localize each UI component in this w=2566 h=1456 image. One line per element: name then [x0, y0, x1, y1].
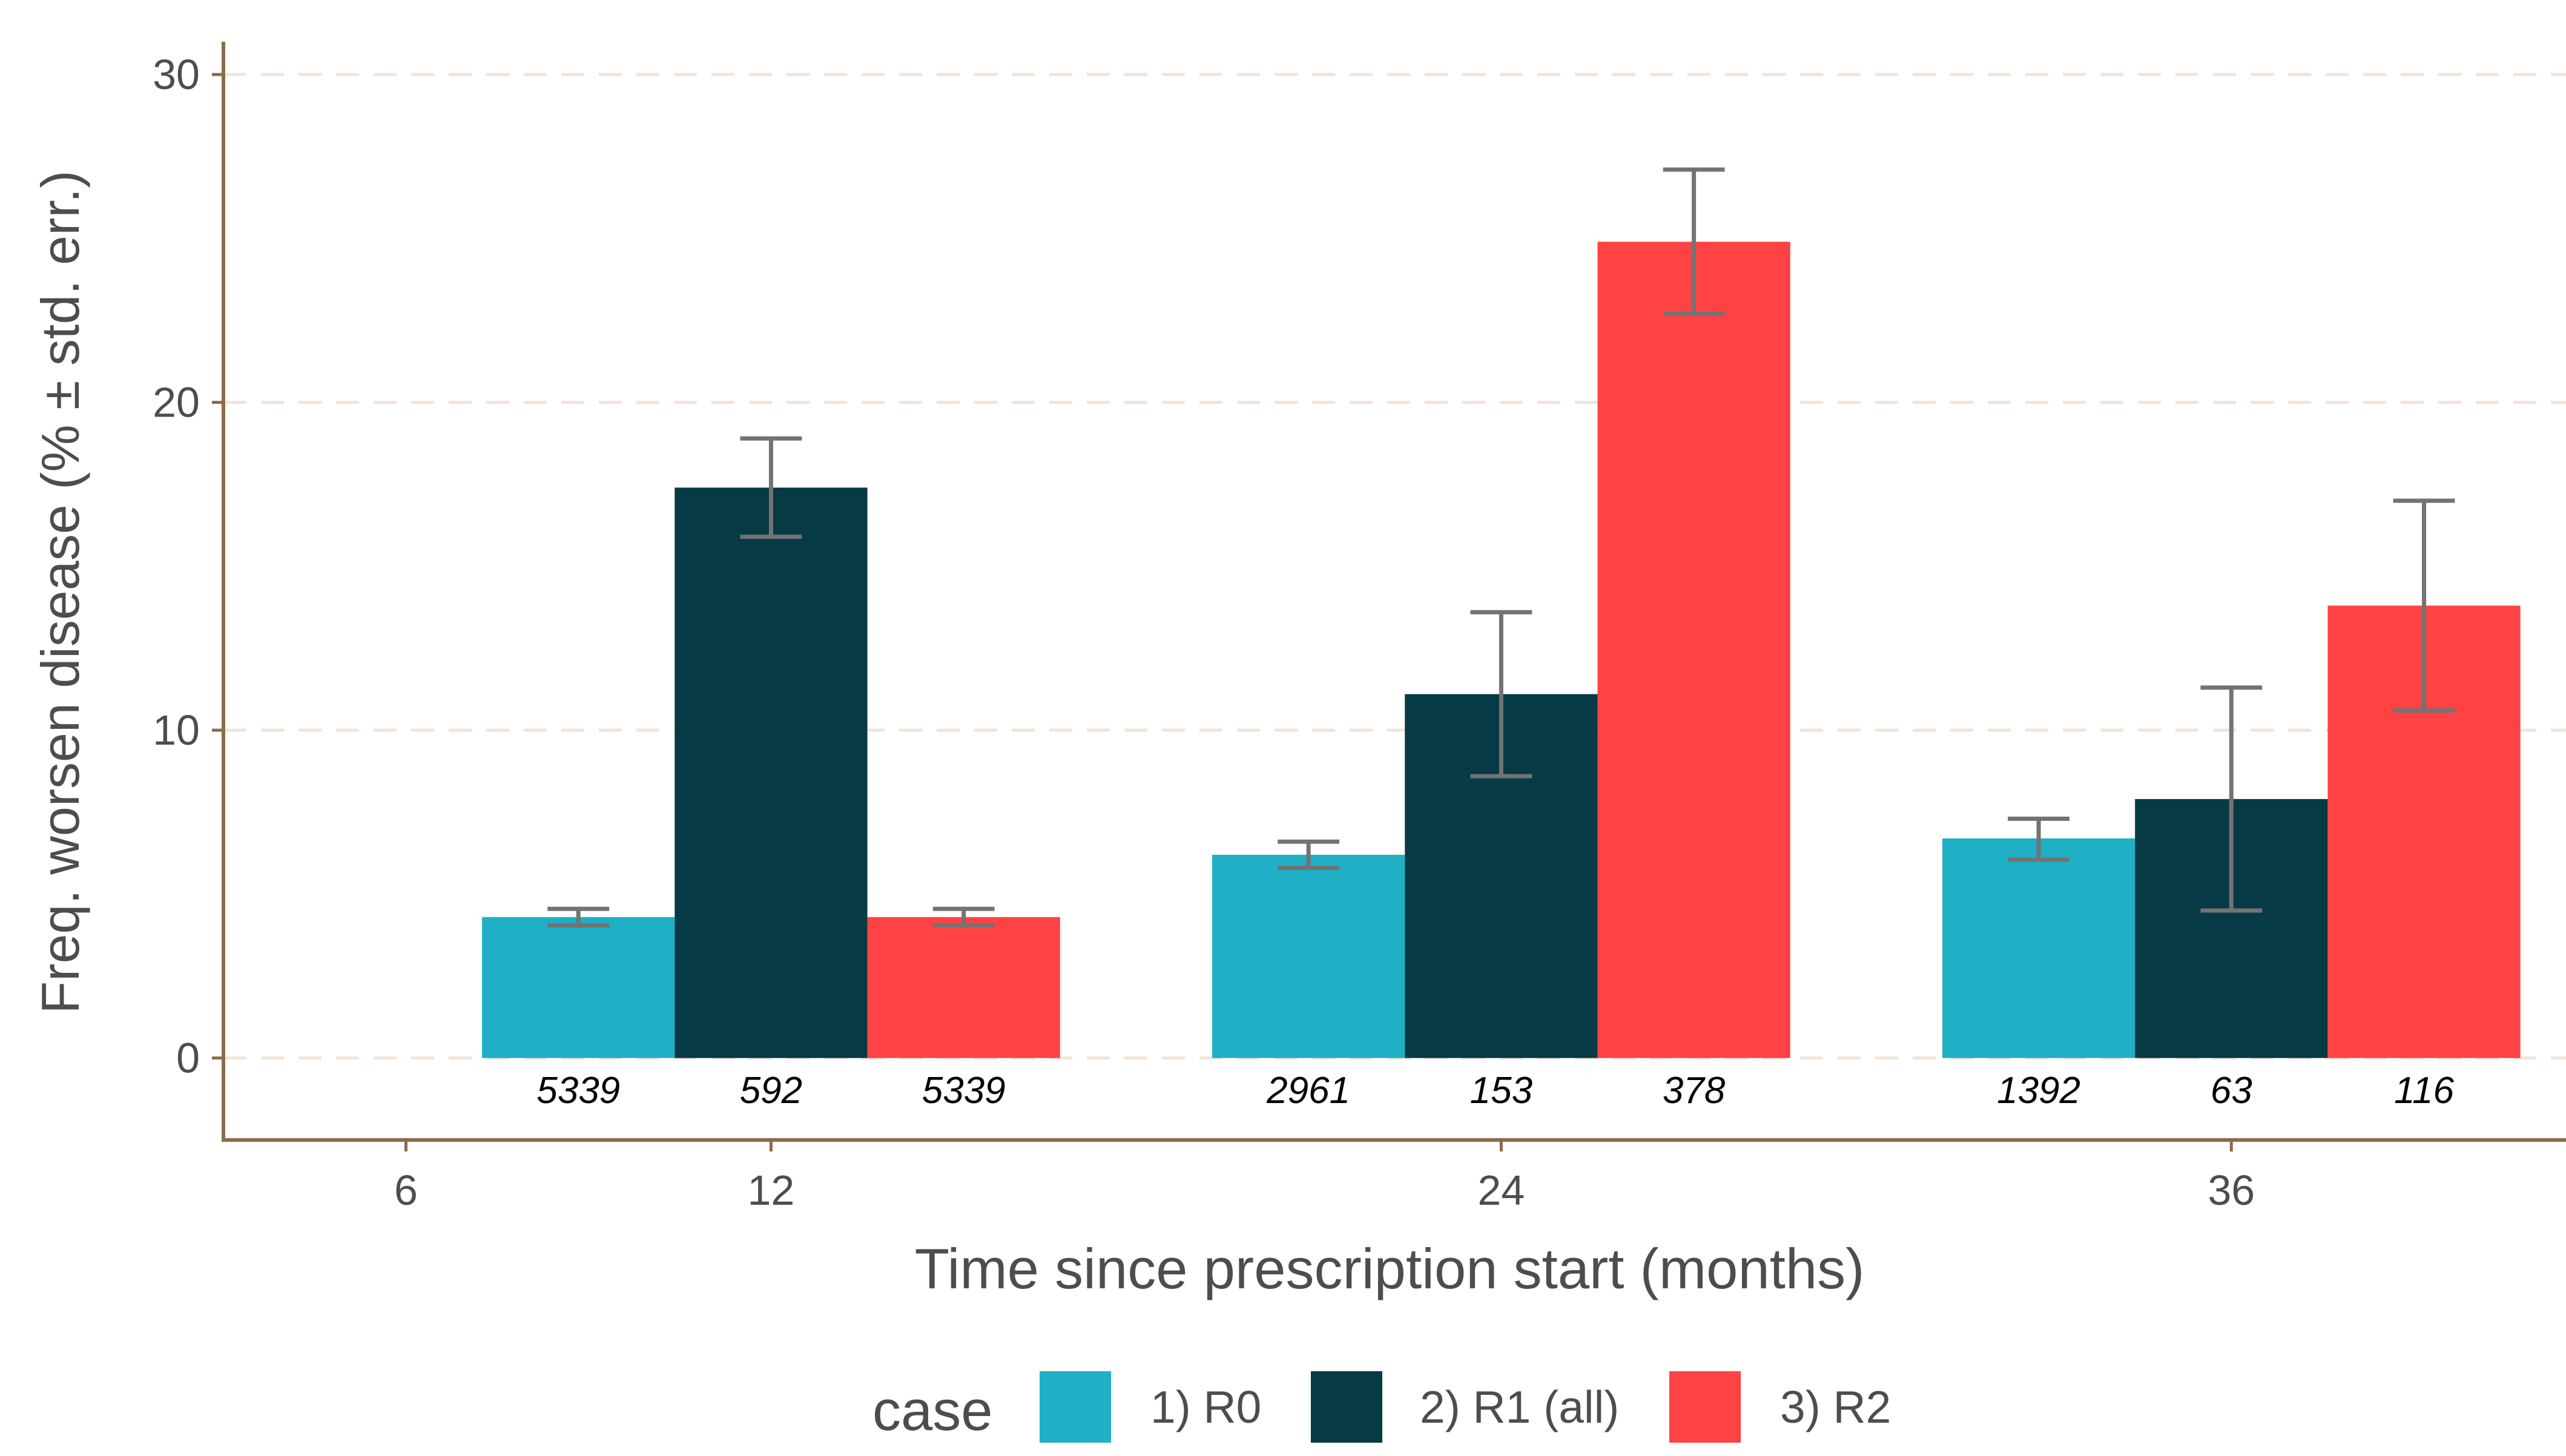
- y-tick-label: 30: [153, 51, 200, 98]
- y-axis-title: Freq. worsen disease (% ± std. err.): [30, 170, 90, 1013]
- sample-size-labels: 5339 2961 1392 592 153 63 5339 378 116: [536, 1070, 2454, 1112]
- bar: [1212, 854, 1405, 1058]
- bar: [1597, 242, 1790, 1058]
- x-tick-label: 24: [1477, 1167, 1525, 1214]
- legend-swatch: [1311, 1371, 1382, 1443]
- y-tick-label: 10: [153, 707, 200, 754]
- y-axis-ticks: 0 10 20 30: [153, 51, 223, 1082]
- legend-swatch: [1669, 1371, 1741, 1443]
- sample-size-label: 5339: [536, 1070, 620, 1112]
- sample-size-label: 153: [1470, 1070, 1532, 1112]
- legend-label: 1) R0: [1150, 1382, 1261, 1432]
- legend-label: 2) R1 (all): [1420, 1382, 1619, 1432]
- bar: [674, 487, 868, 1058]
- sample-size-label: 378: [1663, 1070, 1726, 1112]
- legend-title: case: [872, 1379, 993, 1442]
- bar: [867, 917, 1060, 1058]
- sample-size-label: 63: [2211, 1070, 2252, 1112]
- x-tick-label: 36: [2208, 1167, 2255, 1214]
- sample-size-label: 1392: [1997, 1070, 2080, 1112]
- bar: [482, 917, 675, 1058]
- x-axis-title: Time since prescription start (months): [915, 1237, 1865, 1300]
- sample-size-label: 592: [740, 1070, 802, 1112]
- bars: [482, 242, 2521, 1058]
- legend-label: 3) R2: [1780, 1382, 1891, 1432]
- y-tick-label: 20: [153, 379, 200, 426]
- sample-size-label: 2961: [1266, 1070, 1350, 1112]
- x-tick-label: 6: [394, 1167, 418, 1214]
- legend-swatch: [1040, 1371, 1111, 1443]
- sample-size-label: 116: [2394, 1070, 2454, 1112]
- legend: case 1) R0 2) R1 (all) 3) R2: [872, 1371, 1891, 1443]
- x-axis-ticks: 6 12 24 36: [394, 1140, 2255, 1214]
- y-tick-label: 0: [176, 1035, 200, 1082]
- sample-size-label: 5339: [922, 1070, 1006, 1112]
- x-tick-label: 12: [748, 1167, 795, 1214]
- error-bars: [547, 167, 2455, 927]
- bar: [1942, 838, 2136, 1058]
- axes: [222, 42, 2566, 1142]
